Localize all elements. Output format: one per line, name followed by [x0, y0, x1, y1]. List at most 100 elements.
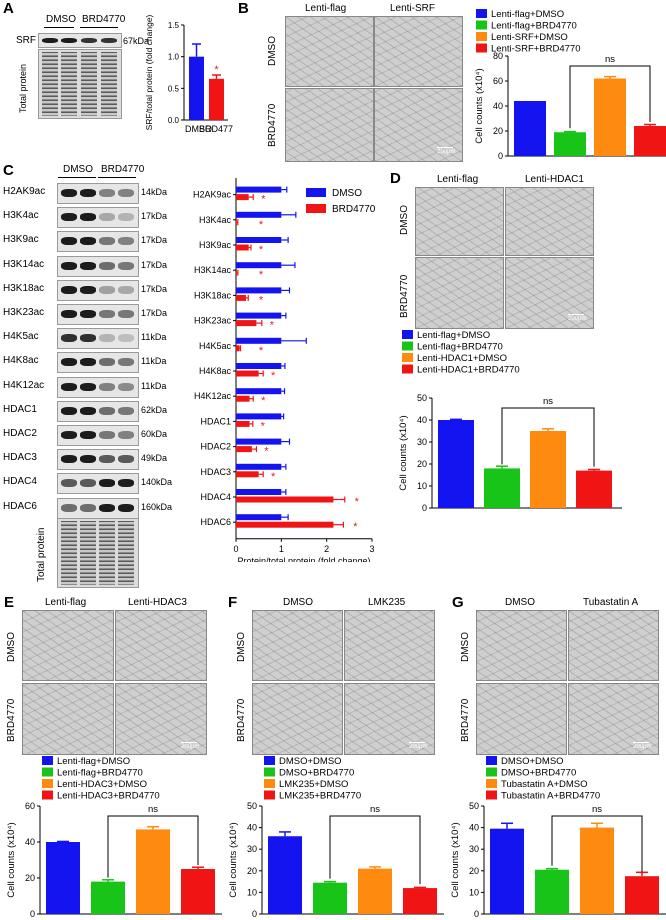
- row-label-brd-b: BRD4770: [267, 103, 278, 147]
- micrograph-d-3: [415, 257, 504, 329]
- western-blot-hdac6: [57, 497, 139, 519]
- kda-label-srf: 67kDa: [123, 36, 150, 46]
- col-label-d-1: Lenti-HDAC1: [525, 174, 584, 185]
- y-tick-label: H4K5ac: [199, 341, 232, 351]
- micrograph-e-2: [115, 610, 207, 681]
- legend-swatch-0: [486, 756, 497, 765]
- significance-mark: *: [261, 420, 266, 432]
- legend-label-2: Lenti-SRF+DMSO: [491, 32, 568, 43]
- western-blot-h2ak9ac: [57, 183, 139, 204]
- bar-brd4770: [236, 194, 249, 201]
- chart-e-cell-counts: Lenti-flag+DMSOLenti-flag+BRD4770Lenti-H…: [6, 756, 222, 919]
- y-axis-label: Cell counts (x10⁴): [6, 822, 17, 897]
- legend-swatch-2: [476, 32, 487, 41]
- legend-label-3: LMK235+BRD4770: [279, 791, 361, 802]
- x-axis-label: Protein/total protein (fold change): [237, 556, 370, 562]
- significance-mark: *: [259, 294, 264, 306]
- significance-mark: *: [259, 219, 264, 231]
- y-tick-label: H3K4ac: [199, 215, 232, 225]
- western-blot-h3k4ac: [57, 207, 139, 229]
- blot-label-srf: SRF: [16, 35, 36, 46]
- bar-brd4770: [236, 294, 246, 301]
- significance-mark: *: [261, 194, 266, 206]
- significance-mark: *: [353, 521, 358, 533]
- legend-label-1: Lenti-flag+BRD4770: [491, 21, 577, 32]
- bar-brd4770: [209, 78, 224, 120]
- western-blot-h3k14ac: [57, 255, 139, 277]
- col-label-e-0: Lenti-flag: [45, 597, 87, 608]
- kda-label-h4k12ac: 11kDa: [141, 380, 167, 391]
- legend-label-dmso: DMSO: [332, 188, 362, 199]
- legend-swatch-3: [264, 790, 275, 800]
- panel-label-b: B: [238, 0, 249, 17]
- blot-label-hdac2: HDAC2: [3, 428, 37, 439]
- legend-label-0: Lenti-flag+DMSO: [417, 330, 490, 341]
- chart-a-srf-quant: 0.0 0.5 1.0 1.5 DMSO * BRD4770 SRF/total protei…: [144, 14, 233, 134]
- y-tick-label: 40: [469, 823, 479, 833]
- bar-3: [403, 888, 437, 914]
- micrograph-g-3: [476, 683, 567, 755]
- row-label-g-0: DMSO: [460, 632, 471, 662]
- total-protein-blot-a: [38, 49, 122, 119]
- legend-label-0: Lenti-flag+DMSO: [491, 9, 564, 20]
- bar-dmso: [236, 186, 282, 193]
- scale-bar-b: 200μm: [437, 147, 456, 155]
- y-axis-label: Cell counts (x10⁴): [474, 68, 485, 143]
- y-tick-label: 0.5: [168, 84, 180, 93]
- bar-brd4770: [236, 446, 252, 453]
- bar-3: [634, 126, 666, 156]
- bar-1: [484, 468, 520, 508]
- legend-label-3: Lenti-HDAC1+BRD4770: [417, 365, 520, 376]
- western-blot-hdac2: [57, 425, 139, 446]
- micrograph-d-1: [415, 187, 504, 256]
- panel-label-c: C: [3, 162, 14, 179]
- legend-swatch-0: [42, 756, 53, 765]
- legend-swatch-3: [42, 790, 53, 800]
- micrograph-g-4: 200μm: [568, 683, 659, 755]
- micrograph-b-flag-dmso: [285, 16, 374, 87]
- row-label-g-1: BRD4770: [460, 698, 471, 742]
- total-protein-label-c: Total protein: [36, 527, 47, 582]
- legend-swatch-3: [486, 790, 497, 800]
- bar-dmso: [236, 363, 282, 369]
- significance-bracket: [107, 815, 199, 878]
- kda-label-h4k5ac: 11kDa: [141, 332, 167, 343]
- y-tick-label: 40: [493, 101, 503, 111]
- bar-dmso: [189, 56, 204, 120]
- kda-label-hdac4: 140kDa: [141, 477, 173, 488]
- col-label-e-1: Lenti-HDAC3: [128, 597, 187, 608]
- western-blot-h3k23ac: [57, 304, 139, 325]
- bar-3: [625, 876, 659, 914]
- kda-label-h3k9ac: 17kDa: [141, 235, 168, 246]
- y-tick-label: 1.0: [168, 53, 180, 62]
- bracket-label: ns: [148, 804, 158, 815]
- row-label-f-1: BRD4770: [236, 698, 247, 742]
- significance-mark: *: [259, 345, 264, 357]
- y-axis-label: Cell counts (x10⁴): [398, 415, 409, 490]
- legend-swatch-1: [42, 767, 53, 777]
- y-tick-label: 20: [493, 126, 503, 136]
- kda-label-h3k4ac: 17kDa: [141, 211, 168, 222]
- bar-dmso: [236, 514, 282, 521]
- bar-2: [136, 829, 170, 914]
- x-tick-label: BRD4770: [199, 124, 233, 134]
- panel-label-g: G: [452, 594, 464, 611]
- bar-dmso: [236, 211, 282, 218]
- blot-label-h4k12ac: H4K12ac: [3, 379, 45, 391]
- bar-brd4770: [236, 269, 237, 276]
- blot-label-hdac3: HDAC3: [3, 452, 37, 464]
- bar-brd4770: [236, 521, 334, 528]
- bar-0: [490, 828, 524, 914]
- legend-swatch-1: [486, 767, 497, 777]
- bar-1: [554, 132, 586, 156]
- legend-swatch-2: [42, 779, 53, 788]
- x-tick-label: 0: [233, 544, 238, 554]
- micrograph-e-1: [22, 610, 114, 681]
- bar-0: [268, 836, 302, 914]
- legend-label-0: DMSO+DMSO: [279, 756, 342, 767]
- legend-label-3: Lenti-HDAC3+BRD4770: [57, 791, 160, 802]
- western-blot-hdac1: [57, 400, 139, 422]
- legend-swatch-1: [476, 20, 487, 30]
- y-tick-label: 50: [417, 393, 427, 403]
- bar-brd4770: [236, 496, 334, 503]
